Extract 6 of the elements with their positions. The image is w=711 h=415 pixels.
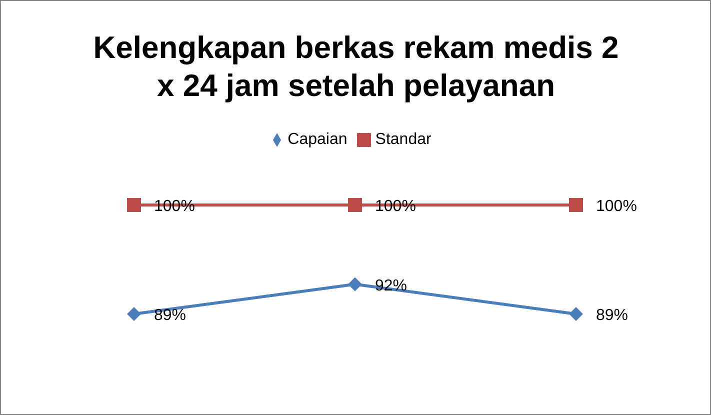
data-label: 89% xyxy=(154,307,186,324)
data-label: 100% xyxy=(596,198,637,215)
legend-label: Capaian xyxy=(288,131,348,148)
chart-title: Kelengkapan berkas rekam medis 2 x 24 jam setelah pelayanan xyxy=(92,29,620,105)
data-label: 89% xyxy=(596,307,628,324)
legend-label: Standar xyxy=(375,131,432,148)
